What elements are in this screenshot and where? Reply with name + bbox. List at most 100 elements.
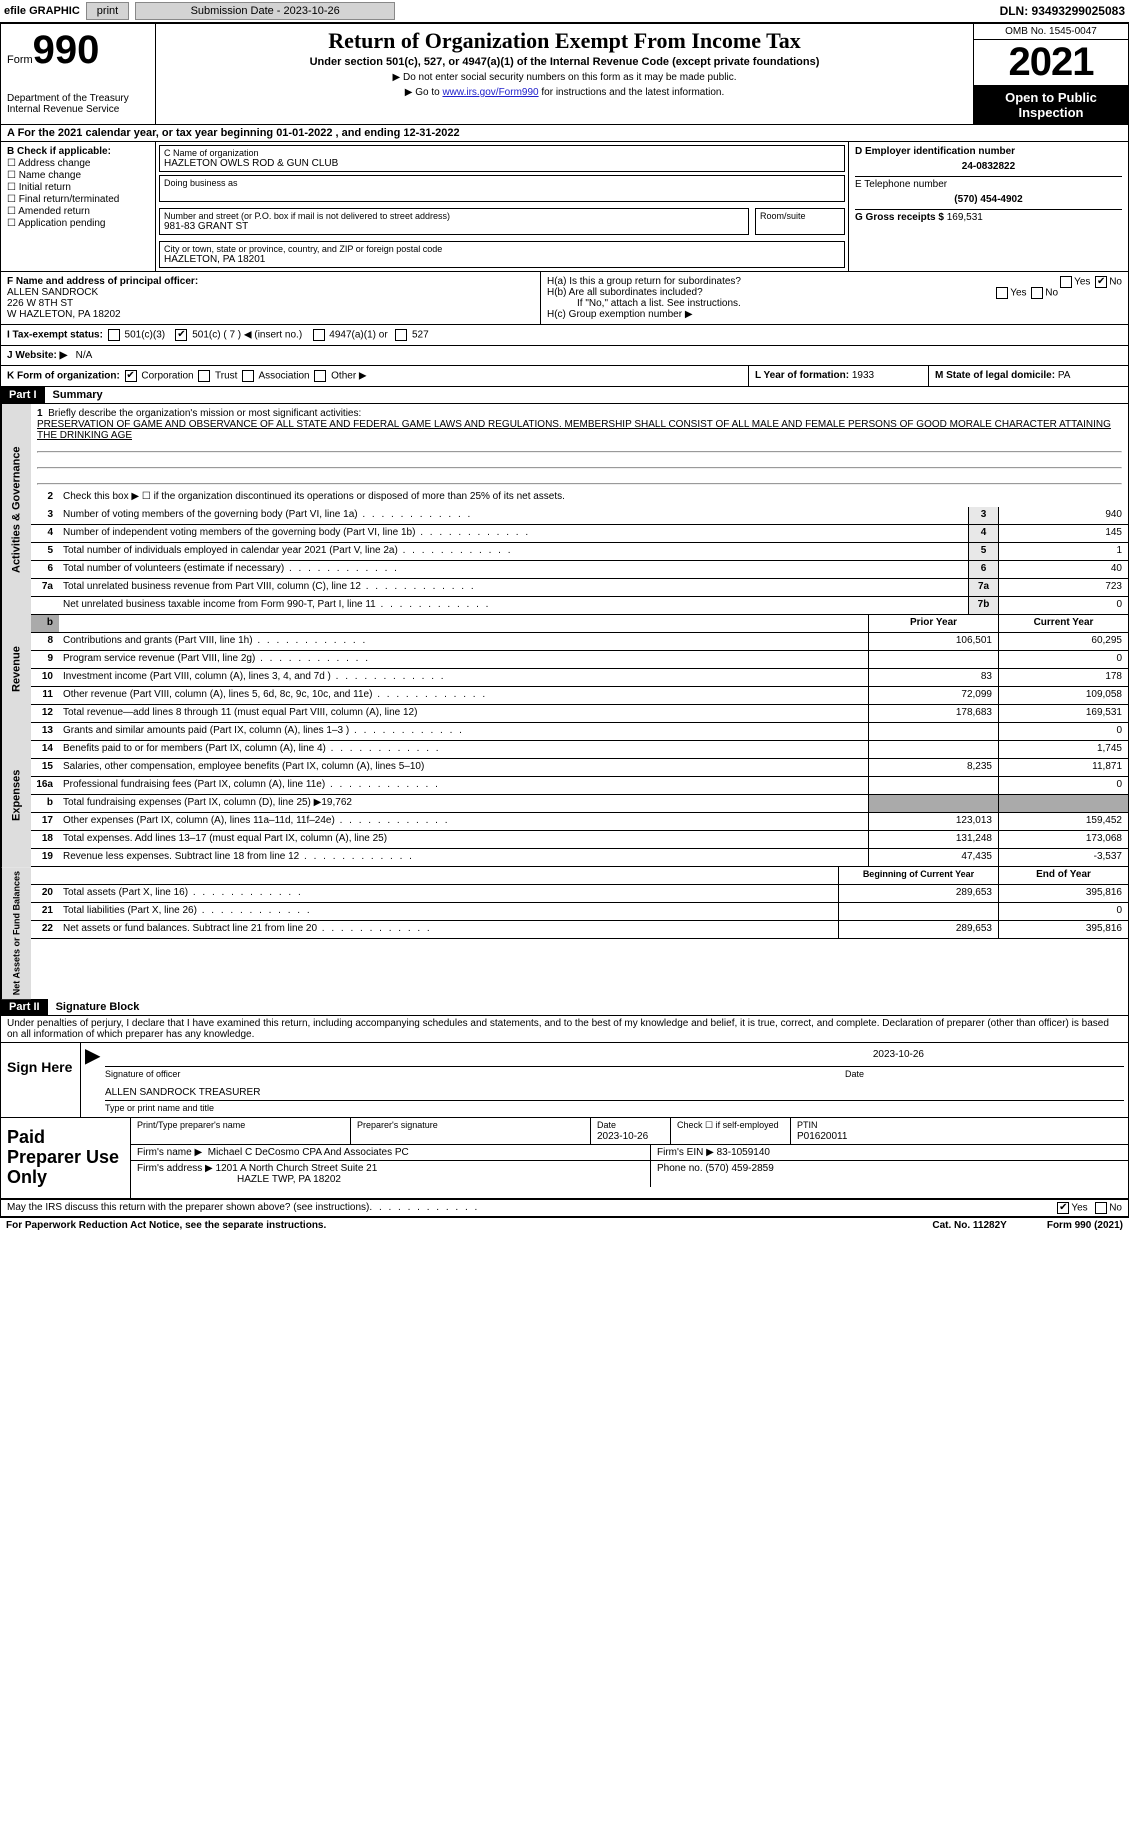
line-19-c: -3,537	[998, 849, 1128, 866]
ha-yes-lbl: Yes	[1074, 277, 1090, 288]
side-net-assets: Net Assets or Fund Balances	[1, 867, 31, 999]
line-16b-c	[998, 795, 1128, 812]
state-domicile-lbl: M State of legal domicile:	[935, 370, 1058, 381]
ha-no-check[interactable]: ✔	[1095, 276, 1107, 288]
city-label: City or town, state or province, country…	[164, 244, 840, 254]
print-button[interactable]: print	[86, 2, 129, 20]
hb-no-check[interactable]	[1031, 287, 1043, 299]
goto-post: for instructions and the latest informat…	[539, 87, 725, 98]
lbl-app-pending: Application pending	[18, 218, 105, 229]
line-20-p: 289,653	[838, 885, 998, 902]
status-501c3-check[interactable]	[108, 329, 120, 341]
dba-label: Doing business as	[164, 178, 840, 188]
h-b-row: H(b) Are all subordinates included?Yes N…	[547, 287, 1122, 298]
tax-status-lbl: I Tax-exempt status:	[7, 330, 103, 341]
line-9-c: 0	[998, 651, 1128, 668]
status-4947-check[interactable]	[313, 329, 325, 341]
line-20-txt: Total assets (Part X, line 16)	[59, 885, 838, 902]
ptin-lbl: PTIN	[797, 1120, 818, 1130]
line-2: Check this box ▶ ☐ if the organization d…	[59, 489, 1128, 507]
discuss-yes-check[interactable]: ✔	[1057, 1202, 1069, 1214]
status-527-lbl: 527	[412, 330, 429, 341]
k-trust-check[interactable]	[198, 370, 210, 382]
discuss-yes-lbl: Yes	[1071, 1202, 1087, 1213]
officer-typed: ALLEN SANDROCK TREASURER	[105, 1087, 1124, 1101]
phone-value: (570) 454-4902	[855, 194, 1122, 205]
status-527-check[interactable]	[395, 329, 407, 341]
org-name-label: C Name of organization	[164, 148, 840, 158]
line-13-txt: Grants and similar amounts paid (Part IX…	[59, 723, 868, 740]
firm-name-val: Michael C DeCosmo CPA And Associates PC	[208, 1147, 409, 1158]
k-assoc-check[interactable]	[242, 370, 254, 382]
firm-ein-lbl: Firm's EIN ▶	[657, 1147, 717, 1158]
line-22-txt: Net assets or fund balances. Subtract li…	[59, 921, 838, 938]
penalty-text: Under penalties of perjury, I declare th…	[1, 1016, 1128, 1043]
form-org-row: K Form of organization: ✔ Corporation Tr…	[1, 366, 748, 386]
submission-date-button[interactable]: Submission Date - 2023-10-26	[135, 2, 395, 20]
line-12-p: 178,683	[868, 705, 998, 722]
lbl-name-change: Name change	[19, 170, 81, 181]
check-address-change[interactable]: ☐ Address change	[7, 158, 149, 169]
side-revenue: Revenue	[1, 615, 31, 723]
check-final-return[interactable]: ☐ Final return/terminated	[7, 194, 149, 205]
line-17-c: 159,452	[998, 813, 1128, 830]
line-13-c: 0	[998, 723, 1128, 740]
lbl-address-change: Address change	[18, 158, 90, 169]
hb-yes-check[interactable]	[996, 287, 1008, 299]
line-13-p	[868, 723, 998, 740]
street-value: 981-83 GRANT ST	[164, 221, 744, 232]
line-16b-txt: Total fundraising expenses (Part IX, col…	[59, 795, 868, 812]
check-name-change[interactable]: ☐ Name change	[7, 170, 149, 181]
ha-yes-check[interactable]	[1060, 276, 1072, 288]
line-16b-p	[868, 795, 998, 812]
check-initial-return[interactable]: ☐ Initial return	[7, 182, 149, 193]
lbl-initial-return: Initial return	[19, 182, 71, 193]
current-year-hdr: Current Year	[998, 615, 1128, 632]
pra-notice: For Paperwork Reduction Act Notice, see …	[6, 1220, 326, 1231]
sig-date-val: 2023-10-26	[105, 1049, 1124, 1067]
line-3-val: 940	[998, 507, 1128, 524]
line-10-p: 83	[868, 669, 998, 686]
line-11-p: 72,099	[868, 687, 998, 704]
line-5-val: 1	[998, 543, 1128, 560]
firm-name-lbl: Firm's name ▶	[137, 1147, 202, 1158]
mission-lbl: Briefly describe the organization's miss…	[48, 408, 361, 419]
firm-addr-lbl: Firm's address ▶	[137, 1163, 213, 1174]
lbl-final-return: Final return/terminated	[19, 194, 120, 205]
irs-link[interactable]: www.irs.gov/Form990	[442, 87, 538, 98]
sig-date-lbl: Date	[845, 1069, 1124, 1079]
note-ssn: Do not enter social security numbers on …	[162, 72, 967, 83]
status-501c3-lbl: 501(c)(3)	[125, 330, 166, 341]
sig-officer-lbl: Signature of officer	[105, 1069, 180, 1079]
officer-addr2: W HAZLETON, PA 18202	[7, 309, 534, 320]
line-7b-txt: Net unrelated business taxable income fr…	[59, 597, 968, 614]
line-7a-txt: Total unrelated business revenue from Pa…	[59, 579, 968, 596]
discuss-no-check[interactable]	[1095, 1202, 1107, 1214]
check-app-pending[interactable]: ☐ Application pending	[7, 218, 149, 229]
line-17-txt: Other expenses (Part IX, column (A), lin…	[59, 813, 868, 830]
line-16a-txt: Professional fundraising fees (Part IX, …	[59, 777, 868, 794]
h-a-row: H(a) Is this a group return for subordin…	[547, 276, 1122, 287]
website-val: N/A	[76, 350, 93, 361]
website-row: J Website: ▶ N/A	[1, 346, 1128, 366]
line-16a-c: 0	[998, 777, 1128, 794]
k-corp-check[interactable]: ✔	[125, 370, 137, 382]
line-18-c: 173,068	[998, 831, 1128, 848]
line-7a-val: 723	[998, 579, 1128, 596]
line-14-c: 1,745	[998, 741, 1128, 758]
line-21-c: 0	[998, 903, 1128, 920]
line-20-c: 395,816	[998, 885, 1128, 902]
lbl-amended-return: Amended return	[18, 206, 90, 217]
line-9-txt: Program service revenue (Part VIII, line…	[59, 651, 868, 668]
status-501c-check[interactable]: ✔	[175, 329, 187, 341]
line-4-txt: Number of independent voting members of …	[59, 525, 968, 542]
ptin-val: P01620011	[797, 1131, 847, 1142]
dln-label: DLN: 93493299025083	[1000, 4, 1125, 18]
check-amended-return[interactable]: ☐ Amended return	[7, 206, 149, 217]
street-label: Number and street (or P.O. box if mail i…	[164, 211, 744, 221]
firm-phone-val: (570) 459-2859	[705, 1163, 773, 1174]
discuss-lbl: May the IRS discuss this return with the…	[7, 1202, 369, 1214]
h-b2-label: If "No," attach a list. See instructions…	[547, 298, 1122, 309]
k-other-check[interactable]	[314, 370, 326, 382]
prep-date-val: 2023-10-26	[597, 1131, 648, 1142]
